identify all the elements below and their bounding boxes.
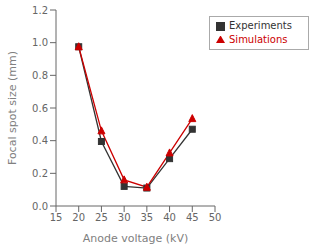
svg-text:0.6: 0.6 bbox=[32, 103, 48, 114]
svg-text:1.2: 1.2 bbox=[32, 5, 48, 16]
svg-text:15: 15 bbox=[50, 212, 63, 223]
svg-text:1.0: 1.0 bbox=[32, 37, 48, 48]
svg-text:45: 45 bbox=[186, 212, 199, 223]
svg-text:35: 35 bbox=[140, 212, 153, 223]
svg-text:30: 30 bbox=[118, 212, 131, 223]
svg-text:Anode voltage (kV): Anode voltage (kV) bbox=[83, 232, 189, 245]
svg-text:20: 20 bbox=[72, 212, 85, 223]
svg-text:Focal spot size (mm): Focal spot size (mm) bbox=[8, 51, 19, 165]
svg-text:0.0: 0.0 bbox=[32, 201, 48, 212]
svg-text:0.2: 0.2 bbox=[32, 168, 48, 179]
html-text:Experiments: Experiments bbox=[229, 20, 292, 31]
svg-text:25: 25 bbox=[95, 212, 108, 223]
svg-text:50: 50 bbox=[209, 212, 222, 223]
html-text:Simulations: Simulations bbox=[229, 34, 288, 45]
svg-text:40: 40 bbox=[163, 212, 176, 223]
svg-text:0.4: 0.4 bbox=[32, 135, 48, 146]
svg-text:0.8: 0.8 bbox=[32, 70, 48, 81]
